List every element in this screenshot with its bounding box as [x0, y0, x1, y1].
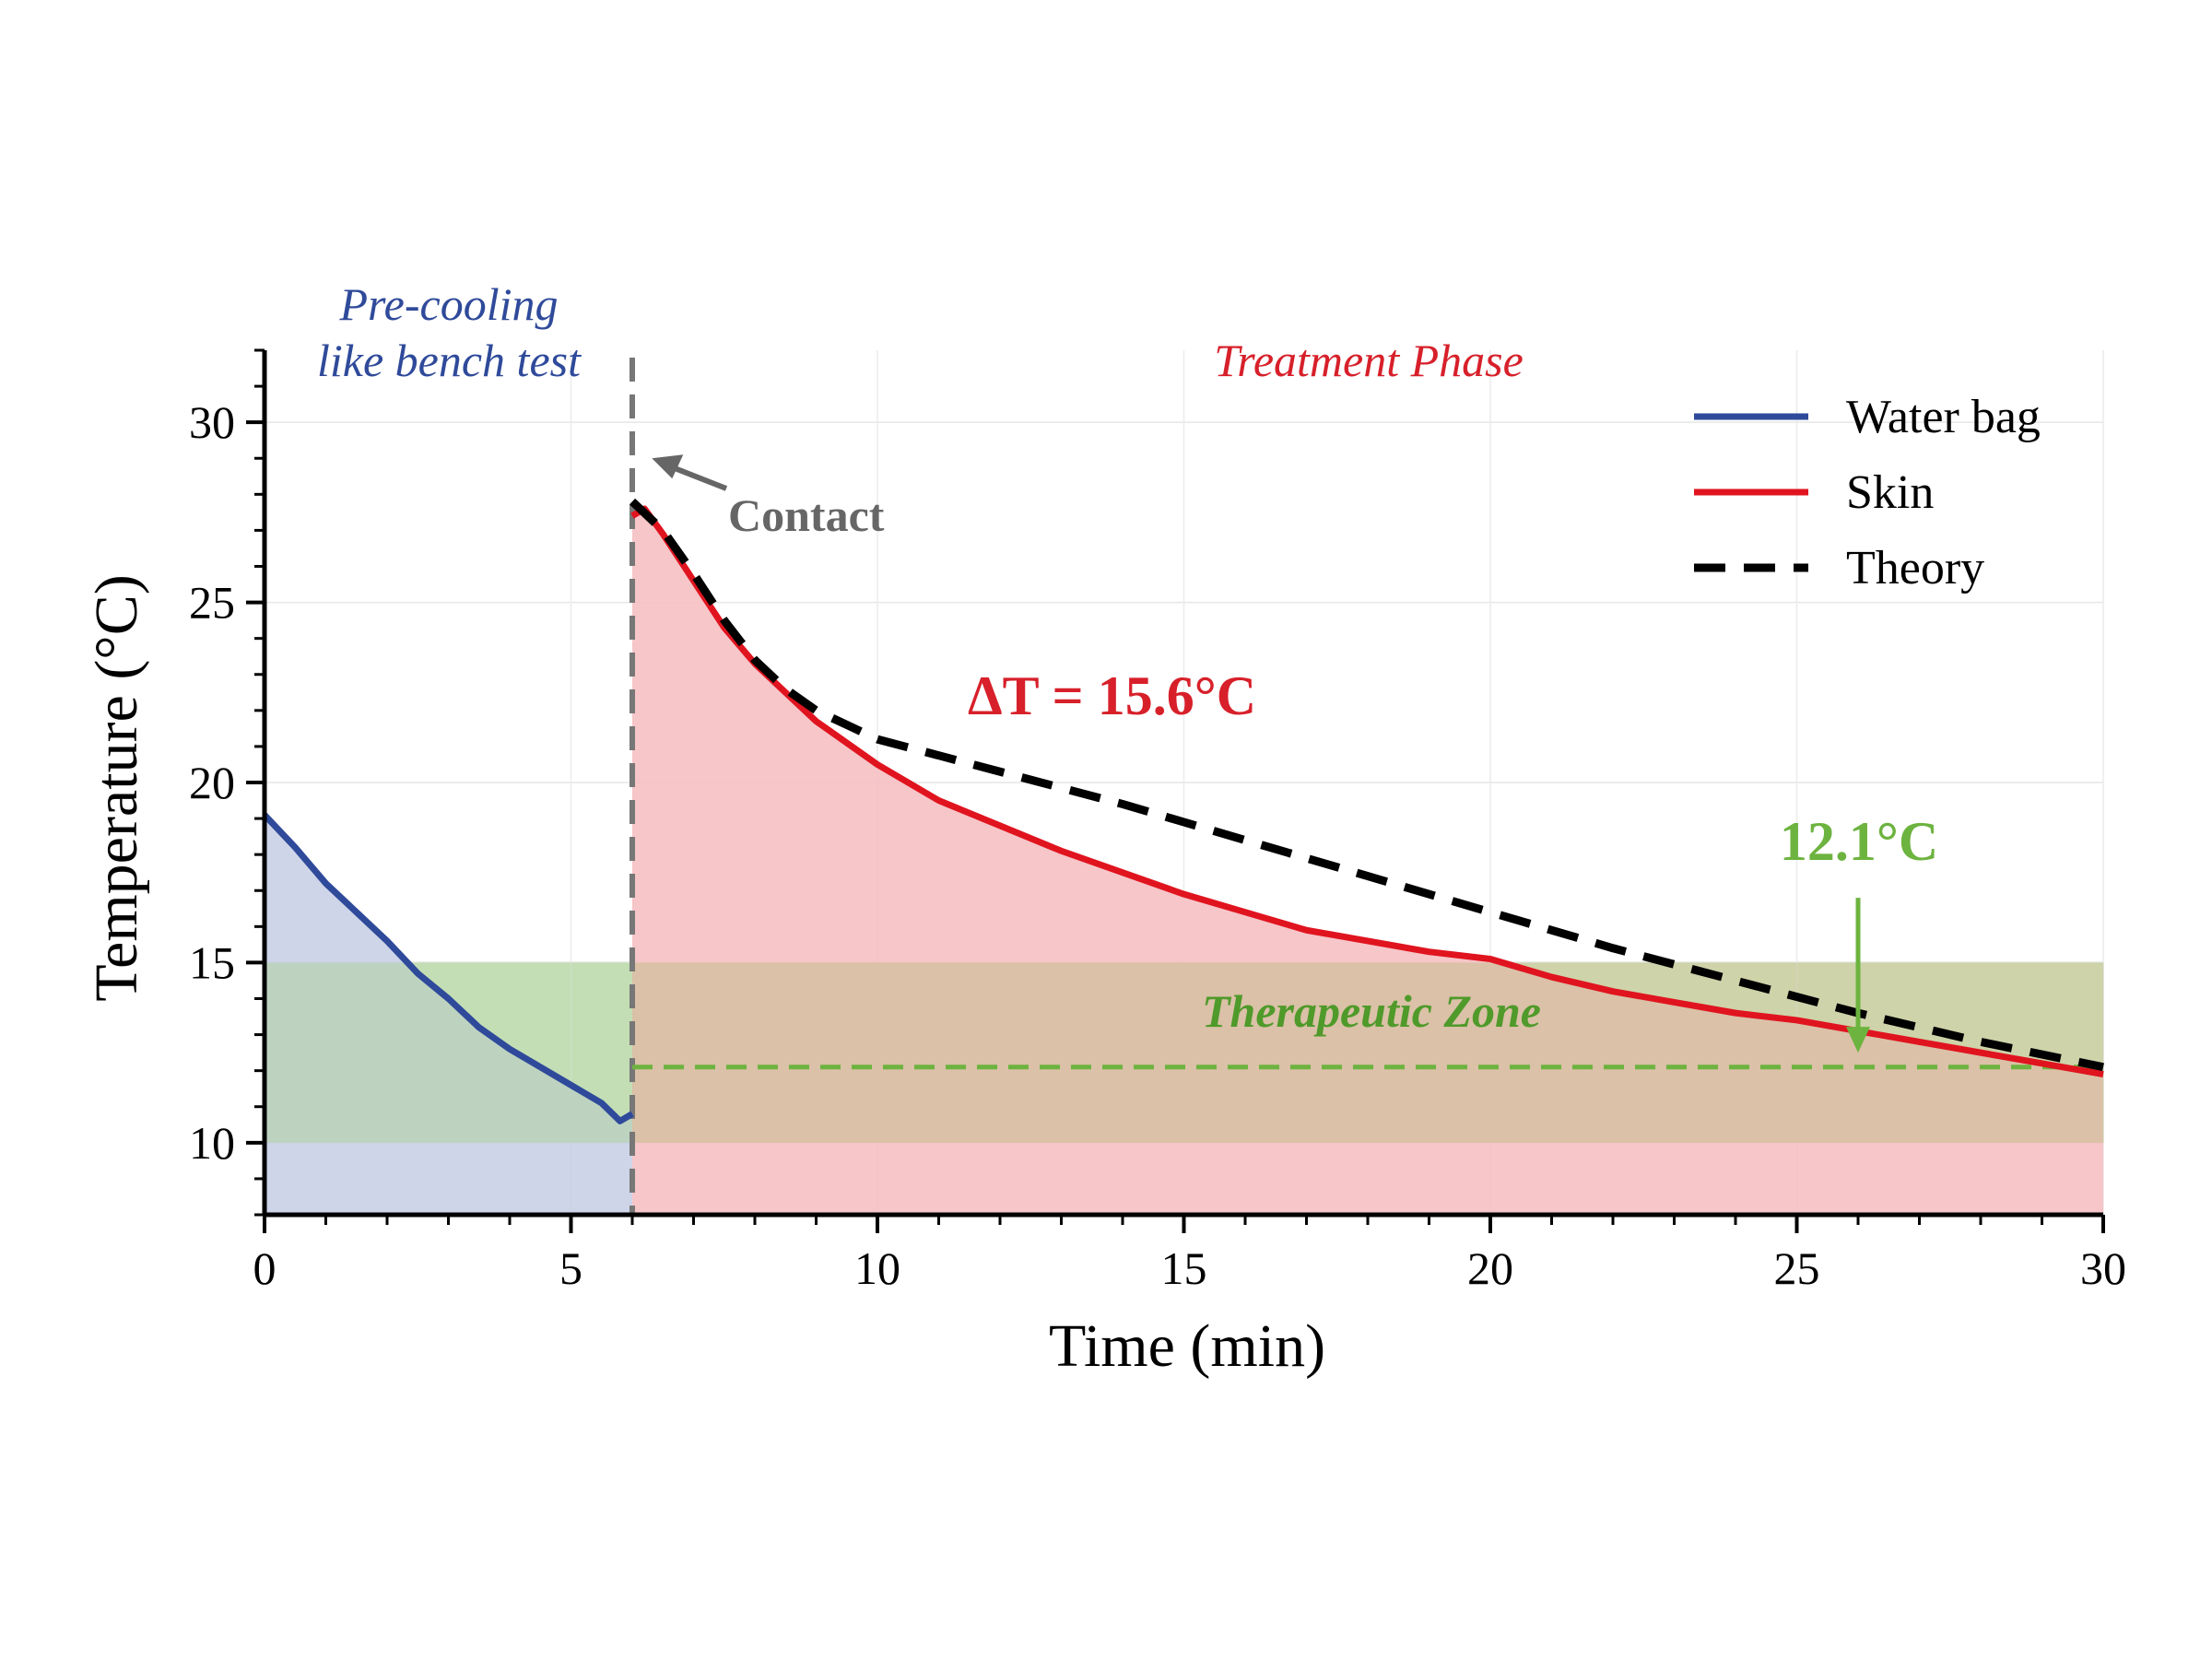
water-bag-line — [262, 812, 634, 1124]
x-tick-label: 5 — [559, 1242, 582, 1294]
x-tick-label: 20 — [1467, 1242, 1513, 1294]
axes-layer: 0 5 10 15 20 25 30 10 15 20 25 30 — [189, 348, 2126, 1294]
x-tick-label: 10 — [854, 1242, 900, 1294]
y-tick-label: 10 — [189, 1117, 235, 1169]
reference-lines-layer — [629, 358, 2103, 1215]
y-tick-label: 20 — [189, 757, 235, 808]
final-temp-arrow-head — [1846, 1027, 1870, 1053]
x-tick-label: 30 — [2080, 1242, 2126, 1294]
y-tick-label: 15 — [189, 936, 235, 988]
legend-label-water-bag: Water bag — [1846, 391, 2041, 443]
x-axis-label: Time (min) — [1049, 1312, 1325, 1380]
legend-label-theory: Theory — [1846, 542, 1984, 594]
x-tick-label: 0 — [253, 1242, 276, 1294]
x-tick-label: 15 — [1161, 1242, 1207, 1294]
area-fills-layer — [265, 508, 2103, 1215]
y-tick-label: 25 — [189, 577, 235, 629]
delta-t-annotation: ΔT = 15.6°C — [968, 665, 1256, 726]
zone-overlap-tint-precooling — [265, 962, 632, 1143]
annotations-layer — [652, 454, 1870, 1053]
precooling-annotation-line2: like bench test — [317, 335, 582, 386]
theory-line — [629, 498, 2104, 1072]
legend: Water bag Skin Theory — [1694, 391, 2041, 594]
contact-arrow-head — [652, 454, 684, 479]
treatment-phase-annotation: Treatment Phase — [1214, 335, 1524, 386]
skin-line — [630, 505, 2104, 1078]
x-tick-label: 25 — [1774, 1242, 1820, 1294]
legend-label-skin: Skin — [1846, 466, 1934, 519]
precooling-annotation-line1: Pre-cooling — [339, 278, 559, 330]
final-temp-annotation: 12.1°C — [1780, 811, 1938, 872]
y-axis-label: Temperature (°C) — [83, 574, 150, 1001]
therapeutic-zone-annotation: Therapeutic Zone — [1202, 985, 1541, 1037]
contact-annotation: Contact — [728, 489, 885, 541]
y-tick-label: 30 — [189, 396, 235, 448]
series-layer — [262, 498, 2104, 1124]
